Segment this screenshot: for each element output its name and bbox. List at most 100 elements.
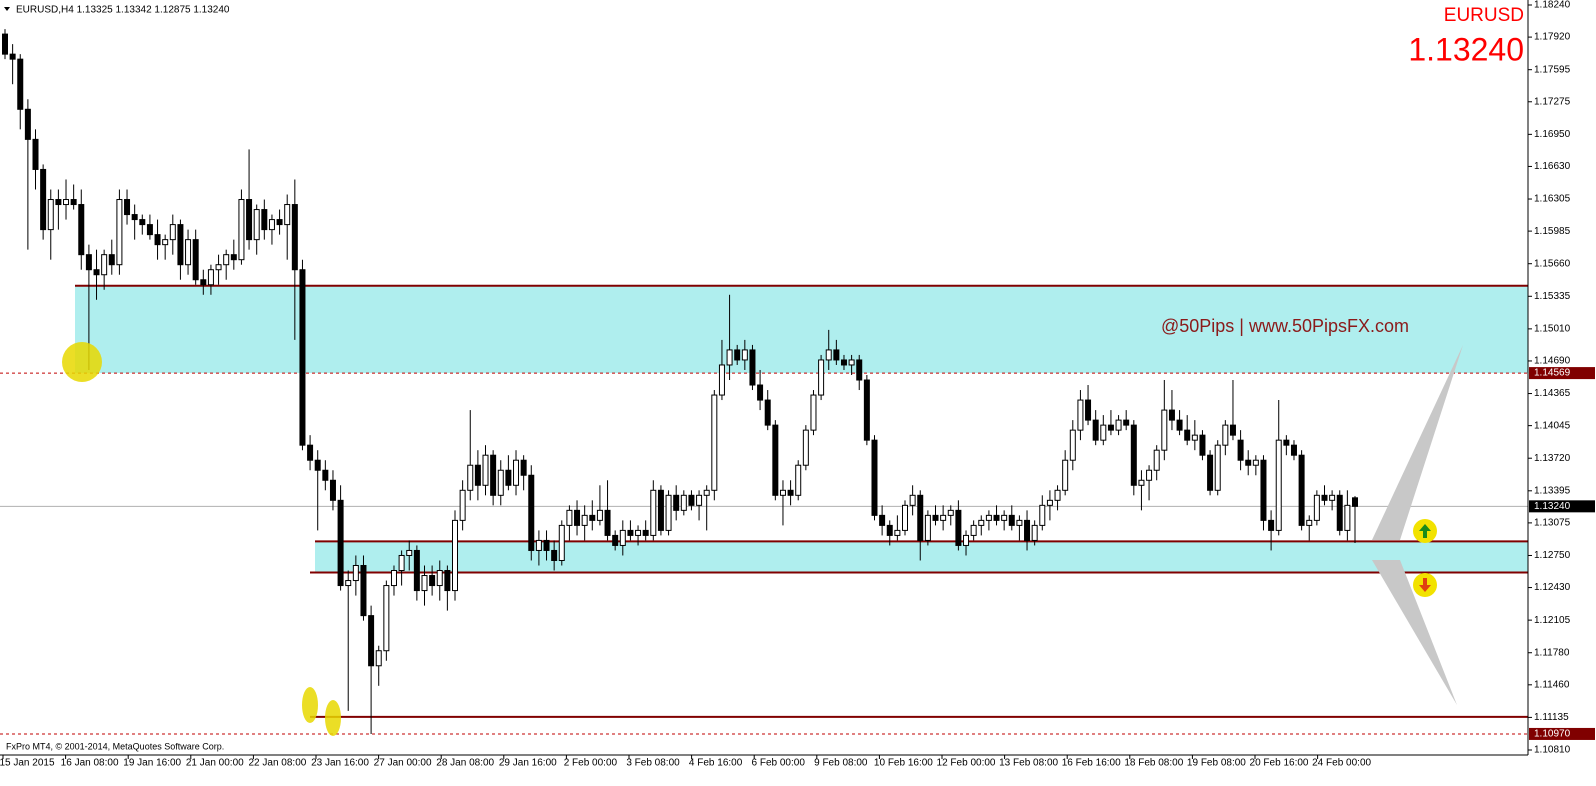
candle-body bbox=[642, 529, 649, 536]
candle-body bbox=[162, 239, 169, 246]
candle bbox=[192, 229, 199, 285]
candle bbox=[284, 194, 291, 260]
candle bbox=[1229, 380, 1236, 441]
y-tick-label: 1.12750 bbox=[1534, 550, 1571, 561]
y-tick-label: 1.10810 bbox=[1534, 745, 1571, 756]
candle bbox=[1237, 430, 1244, 471]
candle-body bbox=[650, 489, 657, 536]
highlight-circle bbox=[62, 342, 102, 382]
candle-body bbox=[223, 254, 230, 266]
candle bbox=[879, 505, 886, 536]
candle-body bbox=[932, 514, 939, 521]
candle bbox=[1107, 410, 1114, 436]
candle bbox=[1153, 445, 1160, 481]
candle bbox=[802, 425, 809, 471]
candle bbox=[1252, 455, 1259, 476]
price-tag-label: 1.14569 bbox=[1534, 368, 1571, 379]
candle bbox=[1176, 410, 1183, 436]
candle bbox=[1100, 415, 1107, 446]
candle-body bbox=[993, 514, 1000, 521]
candle bbox=[307, 435, 314, 471]
candle-body bbox=[93, 269, 100, 276]
candle bbox=[1191, 420, 1198, 451]
candle-body bbox=[398, 554, 405, 572]
candle-body bbox=[970, 524, 977, 536]
candle bbox=[200, 269, 207, 295]
candle bbox=[108, 239, 115, 275]
candle-body bbox=[276, 219, 283, 226]
x-tick-label: 27 Jan 00:00 bbox=[374, 758, 432, 769]
candle-body bbox=[1275, 439, 1282, 531]
candle-body bbox=[200, 279, 207, 286]
candle bbox=[604, 480, 611, 541]
candle-body bbox=[779, 489, 786, 496]
y-tick-label: 1.18240 bbox=[1534, 0, 1571, 11]
candle bbox=[1077, 390, 1084, 441]
candle-body bbox=[1123, 419, 1130, 426]
projection-arrow bbox=[1372, 560, 1457, 705]
candle-body bbox=[78, 204, 85, 256]
y-tick-label: 1.17920 bbox=[1534, 32, 1571, 43]
candle-body bbox=[985, 514, 992, 521]
candle bbox=[985, 510, 992, 531]
y-tick-label: 1.17595 bbox=[1534, 64, 1571, 75]
candle-body bbox=[612, 534, 619, 546]
x-tick-label: 4 Feb 16:00 bbox=[689, 758, 743, 769]
x-tick-label: 6 Feb 00:00 bbox=[752, 758, 806, 769]
candle-body bbox=[1161, 409, 1168, 451]
candle bbox=[1290, 440, 1297, 461]
candle-body bbox=[230, 254, 237, 261]
candle-body bbox=[169, 224, 176, 241]
candle-body bbox=[368, 615, 375, 667]
watermark: @50Pips | www.50PipsFX.com bbox=[1161, 316, 1409, 336]
candle-body bbox=[9, 53, 16, 60]
candle bbox=[383, 580, 390, 661]
candle-body bbox=[467, 464, 474, 491]
candle-body bbox=[101, 254, 108, 276]
candle-body bbox=[1031, 524, 1038, 541]
candle-body bbox=[940, 514, 947, 521]
candle bbox=[24, 99, 31, 250]
candle-body bbox=[1039, 504, 1046, 526]
candle-body bbox=[246, 199, 253, 241]
candle bbox=[726, 294, 733, 381]
y-tick-label: 1.15335 bbox=[1534, 291, 1571, 302]
zone bbox=[315, 541, 1528, 573]
candle bbox=[40, 164, 47, 240]
candle-body bbox=[1115, 419, 1122, 431]
candle-body bbox=[1214, 444, 1221, 491]
candle-body bbox=[1062, 459, 1069, 491]
candle-body bbox=[657, 489, 664, 531]
candle bbox=[963, 530, 970, 556]
candle bbox=[1214, 440, 1221, 496]
candle-body bbox=[596, 509, 603, 521]
candle-body bbox=[1321, 494, 1328, 501]
candle bbox=[268, 214, 275, 245]
candle bbox=[795, 460, 802, 501]
candle-body bbox=[268, 219, 275, 231]
candle bbox=[497, 460, 504, 506]
candle bbox=[421, 565, 428, 606]
candle-body bbox=[215, 264, 222, 271]
candle bbox=[1306, 515, 1313, 541]
y-tick-label: 1.15985 bbox=[1534, 226, 1571, 237]
candle bbox=[657, 485, 664, 536]
candle-body bbox=[1077, 399, 1084, 431]
candle bbox=[741, 339, 748, 370]
y-tick-label: 1.12105 bbox=[1534, 615, 1571, 626]
candle-body bbox=[718, 364, 725, 396]
price-tag bbox=[1529, 367, 1595, 380]
candle bbox=[314, 450, 321, 531]
candle-body bbox=[1008, 514, 1015, 526]
candle bbox=[368, 605, 375, 734]
candle bbox=[1001, 510, 1008, 531]
candle bbox=[246, 149, 253, 250]
x-tick-label: 15 Jan 2015 bbox=[0, 758, 55, 769]
candle-body bbox=[253, 209, 260, 241]
candle bbox=[619, 520, 626, 556]
price-tag-label: 1.10970 bbox=[1534, 729, 1571, 740]
candle-body bbox=[497, 469, 504, 496]
candle-body bbox=[352, 564, 359, 582]
candle bbox=[467, 410, 474, 501]
